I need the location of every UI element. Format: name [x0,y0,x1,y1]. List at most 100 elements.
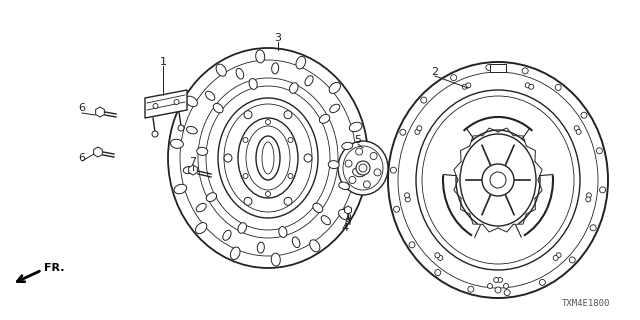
Text: TXM4E1800: TXM4E1800 [562,299,610,308]
Ellipse shape [330,104,340,113]
Ellipse shape [390,167,396,173]
Ellipse shape [556,253,561,258]
Ellipse shape [529,84,534,89]
Ellipse shape [284,197,292,205]
Ellipse shape [288,173,293,179]
Ellipse shape [388,62,608,298]
Polygon shape [93,147,102,157]
Ellipse shape [596,148,602,154]
Ellipse shape [230,247,240,260]
Ellipse shape [415,129,420,134]
Ellipse shape [581,112,587,118]
Ellipse shape [289,83,298,93]
Ellipse shape [504,290,510,296]
Text: 7: 7 [189,157,196,167]
Ellipse shape [468,286,474,292]
Ellipse shape [339,182,349,189]
Ellipse shape [590,225,596,231]
Ellipse shape [490,172,506,188]
Ellipse shape [187,126,197,134]
Ellipse shape [345,160,352,167]
Text: 6: 6 [79,153,86,163]
Ellipse shape [266,191,271,196]
Ellipse shape [266,119,271,124]
Ellipse shape [206,193,216,202]
Ellipse shape [553,255,558,260]
Ellipse shape [216,64,227,76]
Ellipse shape [196,223,207,234]
Ellipse shape [168,48,368,268]
Ellipse shape [238,118,298,198]
Ellipse shape [174,184,187,194]
Ellipse shape [417,126,422,131]
Ellipse shape [244,111,252,119]
Ellipse shape [218,98,318,218]
Ellipse shape [304,154,312,162]
Ellipse shape [495,287,501,293]
Ellipse shape [420,97,427,103]
Ellipse shape [296,56,305,69]
Ellipse shape [153,103,158,108]
Ellipse shape [525,83,530,88]
Ellipse shape [305,76,313,86]
Ellipse shape [342,142,353,149]
Ellipse shape [493,277,499,283]
Polygon shape [145,90,187,118]
Text: 5: 5 [355,135,362,145]
Ellipse shape [556,84,561,91]
Ellipse shape [576,129,581,134]
FancyBboxPatch shape [490,64,506,72]
Ellipse shape [586,197,591,202]
Ellipse shape [349,177,356,184]
Ellipse shape [205,91,215,100]
Ellipse shape [374,169,381,176]
Text: 6: 6 [79,103,86,113]
Ellipse shape [238,223,246,233]
Ellipse shape [359,164,367,172]
Text: 4: 4 [341,223,349,233]
Ellipse shape [466,83,471,88]
Ellipse shape [328,161,339,169]
Ellipse shape [356,148,363,155]
Ellipse shape [196,148,208,156]
Ellipse shape [356,161,370,175]
Ellipse shape [279,227,287,237]
Polygon shape [95,107,104,117]
Ellipse shape [409,242,415,248]
Ellipse shape [404,193,410,198]
Ellipse shape [416,90,580,270]
Ellipse shape [243,138,248,142]
Ellipse shape [540,279,545,285]
Ellipse shape [288,138,293,142]
Text: 2: 2 [431,67,438,77]
Ellipse shape [600,187,605,193]
Ellipse shape [321,216,330,225]
Ellipse shape [224,154,232,162]
Text: FR.: FR. [44,263,65,273]
Ellipse shape [249,78,257,89]
Ellipse shape [213,103,223,113]
Ellipse shape [488,284,493,289]
Ellipse shape [349,122,362,132]
Ellipse shape [256,136,280,180]
Polygon shape [189,165,197,175]
Ellipse shape [178,125,184,131]
Ellipse shape [586,193,591,198]
Ellipse shape [569,257,575,263]
Ellipse shape [451,75,456,81]
Ellipse shape [256,50,265,63]
Ellipse shape [174,100,179,105]
Ellipse shape [292,237,300,248]
Ellipse shape [400,129,406,135]
Ellipse shape [329,82,340,93]
Ellipse shape [364,181,371,188]
Ellipse shape [257,242,264,253]
Text: 1: 1 [159,57,166,67]
Ellipse shape [482,164,514,196]
Ellipse shape [196,204,206,212]
Ellipse shape [338,141,388,195]
Ellipse shape [271,63,278,74]
Polygon shape [344,206,351,214]
Ellipse shape [504,284,509,289]
Ellipse shape [170,139,184,148]
